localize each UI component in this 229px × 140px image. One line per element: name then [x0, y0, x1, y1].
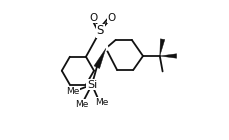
Text: Me: Me [66, 87, 79, 95]
Text: Me: Me [95, 98, 108, 107]
Text: Me: Me [75, 100, 88, 109]
Text: Si: Si [86, 80, 97, 90]
Text: O: O [89, 12, 97, 23]
Polygon shape [159, 39, 164, 56]
Polygon shape [94, 48, 105, 69]
Text: S: S [96, 24, 104, 37]
Polygon shape [159, 54, 176, 58]
Text: O: O [107, 12, 115, 23]
